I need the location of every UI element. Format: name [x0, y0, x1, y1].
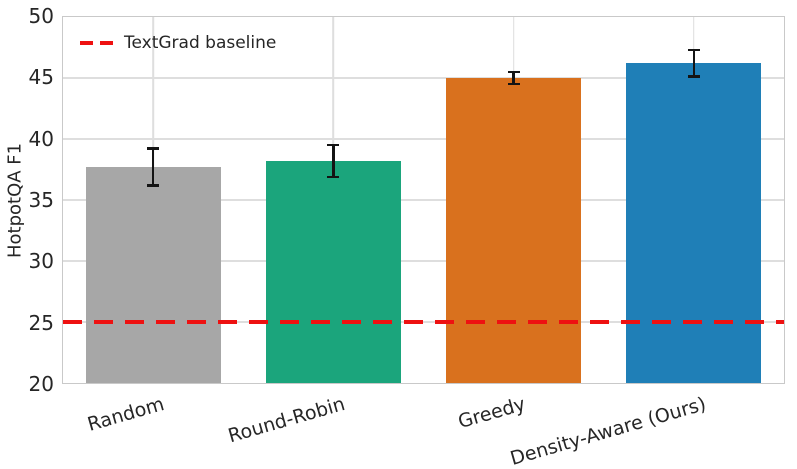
gridline-horizontal [63, 138, 784, 140]
y-tick-label: 50 [28, 4, 54, 28]
y-tick-label: 40 [28, 126, 54, 151]
baseline-line [63, 320, 784, 324]
x-tick-label: Random [84, 393, 167, 436]
plot-area: TextGrad baseline [62, 16, 785, 384]
legend: TextGrad baseline [76, 31, 280, 55]
y-tick-label: 45 [28, 65, 54, 90]
error-bar-cap [327, 143, 340, 147]
bar [446, 78, 582, 383]
error-bar-cap [147, 147, 160, 151]
y-tick-label: 30 [28, 249, 54, 274]
dashed-line-icon [80, 41, 113, 45]
x-tick-label: Density-Aware (Ours) [508, 393, 709, 469]
x-tick-label: Round-Robin [225, 393, 348, 448]
x-tick-label: Greedy [455, 393, 528, 434]
bar [85, 167, 221, 383]
error-bar-line [692, 49, 696, 77]
gridline-horizontal [63, 260, 784, 262]
error-bar-cap [327, 175, 340, 179]
error-bar-cap [507, 70, 520, 74]
error-bar-cap [147, 184, 160, 187]
bar [626, 63, 762, 383]
y-tick-label: 35 [28, 188, 54, 212]
legend-label: TextGrad baseline [124, 33, 277, 53]
error-bar-line [332, 145, 335, 177]
y-tick-label: 20 [28, 372, 54, 396]
gridline-horizontal [63, 77, 784, 79]
error-bar-cap [687, 75, 700, 79]
error-bar-cap [687, 48, 700, 52]
bar [265, 160, 401, 383]
error-bar-cap [507, 82, 520, 86]
error-bar-line [151, 148, 155, 186]
error-bar-line [512, 71, 515, 85]
gridline-horizontal [63, 199, 784, 201]
y-tick-label: 25 [28, 310, 54, 335]
